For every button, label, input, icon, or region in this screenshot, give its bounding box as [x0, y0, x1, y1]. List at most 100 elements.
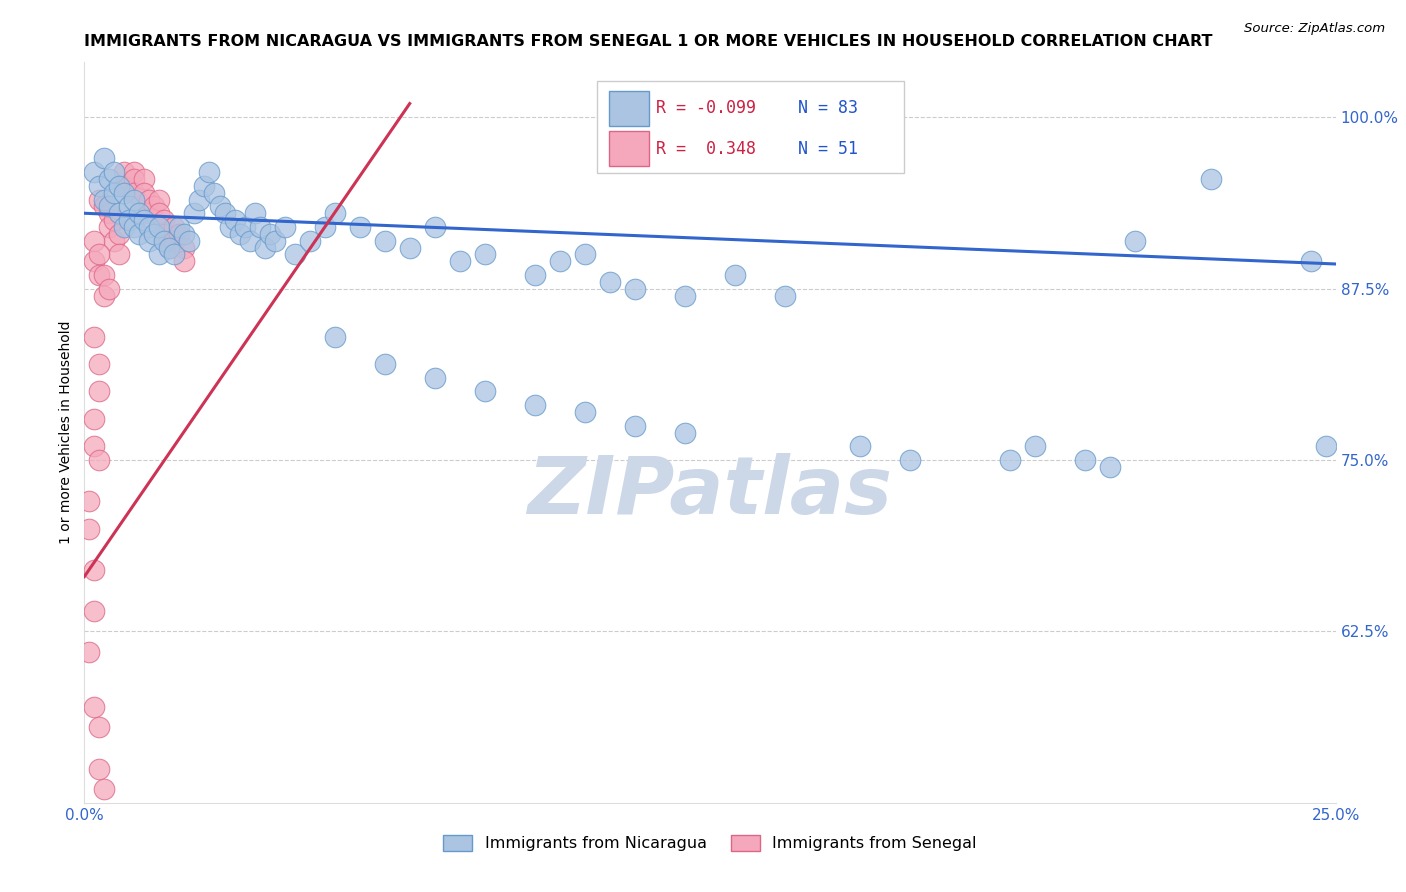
Point — [98, 219, 121, 234]
Point — [423, 371, 446, 385]
Point — [214, 206, 236, 220]
Point — [112, 165, 135, 179]
Point — [1299, 254, 1322, 268]
Point — [349, 219, 371, 234]
FancyBboxPatch shape — [609, 131, 648, 166]
Point — [1000, 453, 1022, 467]
Point — [79, 494, 101, 508]
Point — [134, 172, 156, 186]
Point — [163, 247, 186, 261]
Point — [108, 178, 131, 193]
Point — [263, 234, 285, 248]
Point — [108, 227, 131, 241]
Point — [83, 329, 105, 343]
Point — [224, 213, 246, 227]
Point — [124, 193, 146, 207]
Point — [89, 247, 111, 261]
Point — [79, 522, 101, 536]
Point — [474, 247, 496, 261]
Point — [773, 288, 796, 302]
Point — [89, 453, 111, 467]
Point — [179, 234, 201, 248]
Point — [474, 384, 496, 399]
Point — [89, 193, 111, 207]
Point — [93, 268, 115, 282]
Point — [159, 240, 181, 255]
Text: N = 51: N = 51 — [797, 139, 858, 158]
Point — [103, 213, 125, 227]
Point — [1099, 459, 1122, 474]
Text: R = -0.099: R = -0.099 — [657, 100, 756, 118]
Point — [1199, 172, 1222, 186]
Point — [724, 268, 747, 282]
Point — [93, 782, 115, 797]
Point — [423, 219, 446, 234]
Point — [103, 186, 125, 200]
Point — [83, 563, 105, 577]
Point — [89, 178, 111, 193]
Y-axis label: 1 or more Vehicles in Household: 1 or more Vehicles in Household — [59, 321, 73, 544]
Point — [124, 172, 146, 186]
Point — [153, 213, 176, 227]
Point — [574, 405, 596, 419]
Point — [523, 398, 546, 412]
Point — [93, 288, 115, 302]
Point — [153, 234, 176, 248]
Point — [284, 247, 307, 261]
Point — [1315, 439, 1337, 453]
Point — [173, 227, 195, 241]
Point — [89, 357, 111, 371]
Point — [249, 219, 271, 234]
Point — [98, 172, 121, 186]
Point — [83, 412, 105, 426]
Text: IMMIGRANTS FROM NICARAGUA VS IMMIGRANTS FROM SENEGAL 1 OR MORE VEHICLES IN HOUSE: IMMIGRANTS FROM NICARAGUA VS IMMIGRANTS … — [84, 34, 1213, 49]
Point — [574, 247, 596, 261]
Point — [138, 206, 160, 220]
Point — [98, 282, 121, 296]
Point — [103, 165, 125, 179]
Point — [112, 178, 135, 193]
Point — [173, 240, 195, 255]
Point — [89, 384, 111, 399]
Point — [624, 418, 647, 433]
Point — [93, 152, 115, 166]
Point — [148, 193, 170, 207]
Point — [243, 206, 266, 220]
Point — [83, 439, 105, 453]
Point — [169, 227, 191, 241]
Point — [314, 219, 336, 234]
Point — [118, 213, 141, 227]
Point — [134, 213, 156, 227]
Point — [228, 227, 250, 241]
Text: R =  0.348: R = 0.348 — [657, 139, 756, 158]
Point — [253, 240, 276, 255]
Point — [83, 234, 105, 248]
Point — [79, 645, 101, 659]
Text: ZIPatlas: ZIPatlas — [527, 453, 893, 531]
Point — [89, 268, 111, 282]
Point — [134, 186, 156, 200]
Point — [673, 288, 696, 302]
Point — [103, 234, 125, 248]
Point — [323, 329, 346, 343]
Point — [138, 193, 160, 207]
Point — [624, 282, 647, 296]
Point — [163, 219, 186, 234]
Point — [112, 219, 135, 234]
Point — [898, 453, 921, 467]
Point — [83, 165, 105, 179]
FancyBboxPatch shape — [609, 91, 648, 127]
Point — [128, 227, 150, 241]
Point — [143, 227, 166, 241]
Point — [238, 234, 260, 248]
Point — [98, 199, 121, 213]
Point — [112, 186, 135, 200]
Point — [374, 357, 396, 371]
Point — [523, 268, 546, 282]
Point — [1024, 439, 1046, 453]
Point — [849, 439, 872, 453]
Point — [118, 199, 141, 213]
Point — [163, 234, 186, 248]
Point — [183, 206, 205, 220]
Point — [259, 227, 281, 241]
